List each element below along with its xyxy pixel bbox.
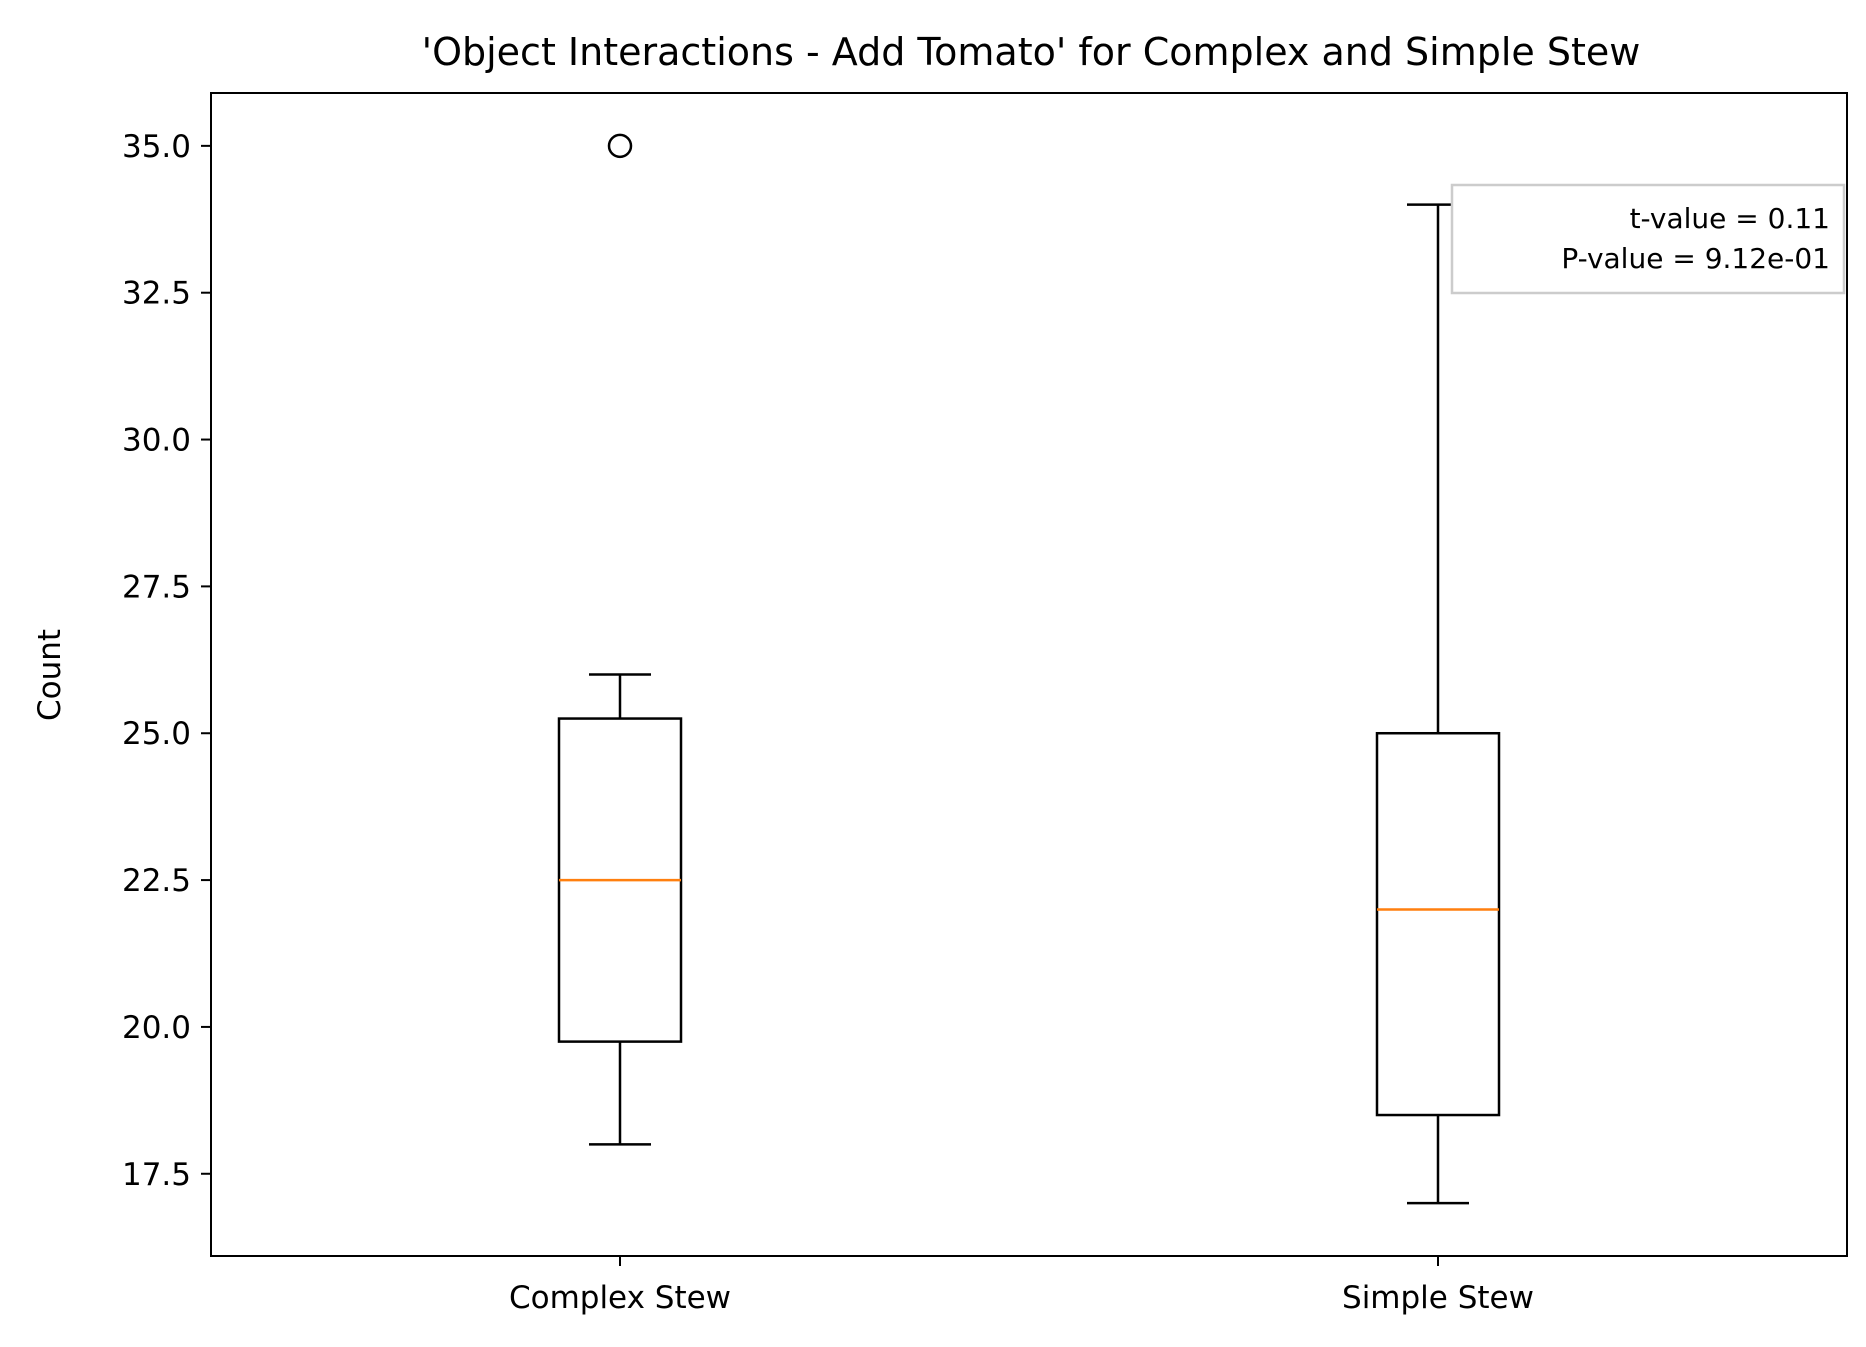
stats-annotation: t-value = 0.11 P-value = 9.12e-01 (1450, 183, 1846, 295)
y-axis: 17.5 20.0 22.5 25.0 27.5 30.0 32.5 35.0 (122, 129, 211, 1193)
y-tick-label: 30.0 (122, 423, 191, 459)
outlier-point (607, 133, 633, 159)
t-value-label: t-value = 0.11 (1630, 202, 1830, 235)
y-axis-label: Count (32, 629, 68, 721)
x-tick-label: Complex Stew (509, 1280, 731, 1316)
iqr-box (1375, 731, 1501, 1117)
y-tick-label: 20.0 (122, 1010, 191, 1046)
y-tick-label: 25.0 (122, 716, 191, 752)
x-axis: Complex Stew Simple Stew (509, 1256, 1534, 1316)
boxes-layer (557, 133, 1501, 1205)
y-tick-label: 17.5 (122, 1157, 191, 1193)
box-group (557, 133, 683, 1146)
y-tick-label: 32.5 (122, 276, 191, 312)
p-value-label: P-value = 9.12e-01 (1561, 242, 1830, 275)
x-tick-label: Simple Stew (1342, 1280, 1534, 1316)
y-tick-label: 22.5 (122, 863, 191, 899)
stats-annotation-frame (1450, 183, 1846, 295)
plot-frame (210, 92, 1848, 1257)
box-group (1375, 203, 1501, 1205)
chart-title: 'Object Interactions - Add Tomato' for C… (422, 30, 1641, 74)
y-tick-label: 35.0 (122, 129, 191, 165)
y-tick-label: 27.5 (122, 569, 191, 605)
